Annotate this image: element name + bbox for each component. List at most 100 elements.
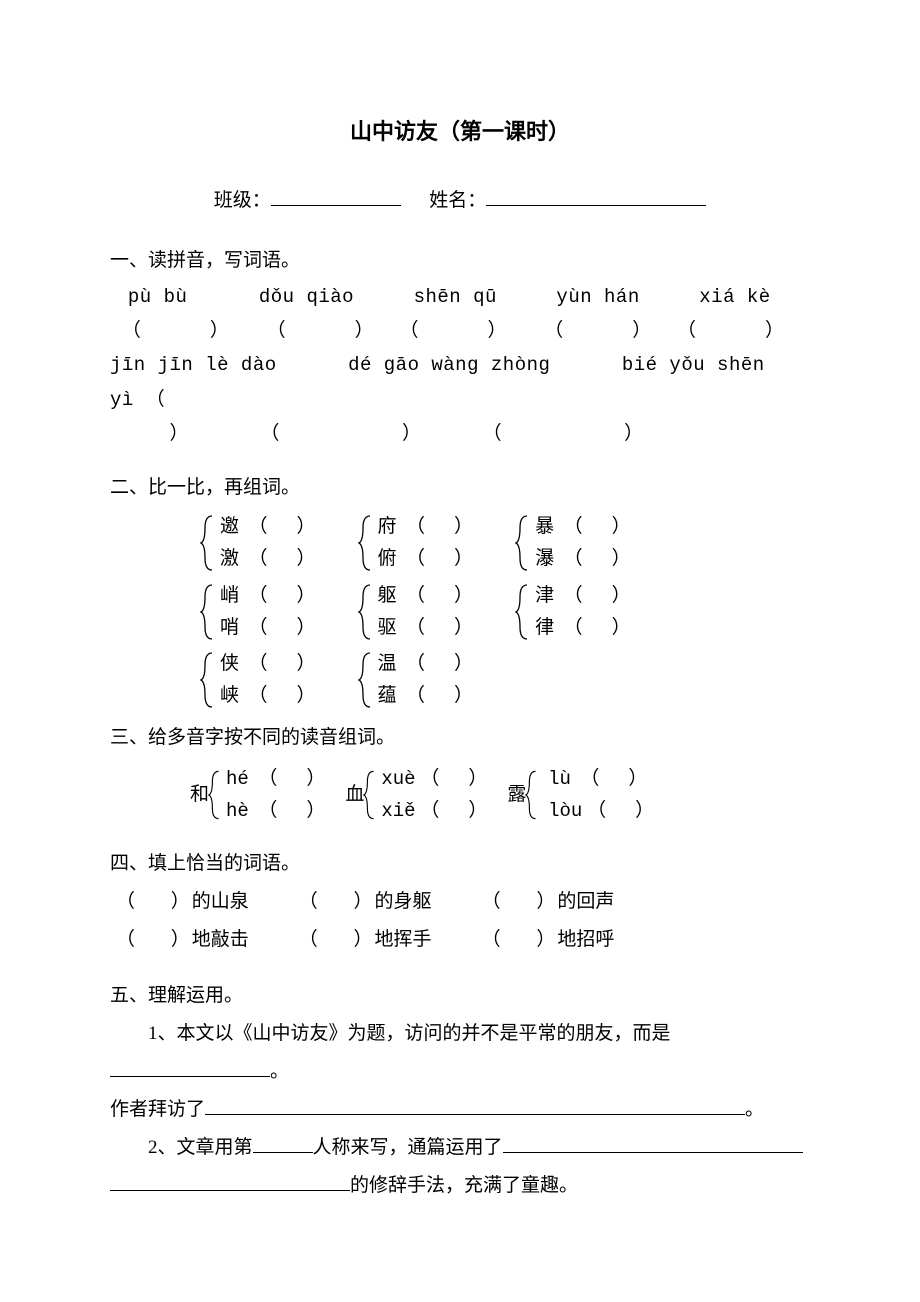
write-blank[interactable]: （ ） xyxy=(406,653,475,674)
section-3-heading: 三、给多音字按不同的读音组词。 xyxy=(110,719,810,757)
answer-blank[interactable] xyxy=(503,1130,803,1154)
period: 。 xyxy=(745,1099,764,1120)
polyphone-group: 和 hé （ ） hè （ ） xyxy=(190,763,327,828)
char: 侠 xyxy=(220,653,239,674)
reading: xuè xyxy=(381,768,415,790)
write-blank[interactable]: （ ） xyxy=(406,516,475,537)
worksheet-page: 山中访友（第一课时） 班级： 姓名： 一、读拼音，写词语。 pù bù dǒu … xyxy=(0,0,920,1265)
char: 蕴 xyxy=(378,685,397,706)
fill-row: （ ）的山泉 （ ）的身躯 （ ）的回声 xyxy=(116,883,810,921)
word-pair-group: 暴 （ ） 瀑 （ ） xyxy=(515,511,633,576)
student-info-line: 班级： 姓名： xyxy=(110,182,810,220)
write-blank[interactable]: （ ） xyxy=(258,768,327,789)
write-blank[interactable]: （ ） xyxy=(544,320,653,342)
brace-icon xyxy=(515,583,531,641)
answer-blank[interactable] xyxy=(110,1168,350,1192)
write-blank[interactable]: （ ） xyxy=(406,617,475,638)
write-blank[interactable]: （ ） xyxy=(406,548,475,569)
word-pair-row: 侠 （ ） 峡 （ ） 温 （ ） 蕴 （ ） xyxy=(200,648,810,713)
section-5: 五、理解运用。 1、本文以《山中访友》为题，访问的并不是平常的朋友，而是。 作者… xyxy=(110,977,810,1205)
write-blank[interactable]: （ ） xyxy=(483,423,646,445)
phrase: 地招呼 xyxy=(557,929,614,950)
brace-icon xyxy=(200,514,216,572)
answer-blank[interactable] xyxy=(205,1092,745,1116)
char: 府 xyxy=(378,516,397,537)
write-blank[interactable]: （ ） xyxy=(580,768,649,789)
char: 哨 xyxy=(220,617,239,638)
pinyin: dǒu qiào xyxy=(259,286,354,308)
pinyin-row-1: pù bù dǒu qiào shēn qū yùn hán xiá kè xyxy=(116,280,810,314)
answer-blank[interactable] xyxy=(253,1130,313,1154)
word-pair-row: 峭 （ ） 哨 （ ） 躯 （ ） 驱 （ ） 津 （ ） 律 （ ） xyxy=(200,580,810,645)
class-blank[interactable] xyxy=(271,182,401,206)
write-blank[interactable]: （ ） xyxy=(482,891,558,912)
write-blank[interactable]: （ ） xyxy=(258,800,327,821)
write-blank[interactable]: （ ） xyxy=(406,585,475,606)
char: 露 xyxy=(507,776,526,814)
reading: lù xyxy=(548,768,571,790)
answer-row-2: ） （ ） （ ） xyxy=(110,417,810,451)
char: 律 xyxy=(535,617,554,638)
write-blank[interactable]: （ ） xyxy=(482,929,558,950)
word-pair-group: 峭 （ ） 哨 （ ） xyxy=(200,580,318,645)
write-blank[interactable]: （ ） xyxy=(564,516,633,537)
brace-icon xyxy=(525,766,539,824)
pinyin: dé gāo wàng zhòng xyxy=(348,354,550,376)
brace-icon xyxy=(358,514,374,572)
reading: xiě xyxy=(381,800,415,822)
write-blank[interactable]: （ ） xyxy=(249,617,318,638)
name-label: 姓名： xyxy=(429,190,486,211)
section-3: 三、给多音字按不同的读音组词。 和 hé （ ） hè （ ） 血 xuè （ … xyxy=(110,719,810,828)
write-blank[interactable]: （ ） xyxy=(587,800,656,821)
write-blank[interactable]: （ ） xyxy=(677,320,786,342)
section-4: 四、填上恰当的词语。 （ ）的山泉 （ ）的身躯 （ ）的回声 （ ）地敲击 （… xyxy=(110,845,810,959)
phrase: 地敲击 xyxy=(192,929,249,950)
char: 峭 xyxy=(220,585,239,606)
write-blank[interactable]: （ ） xyxy=(116,891,192,912)
write-blank[interactable]: （ ） xyxy=(299,929,375,950)
write-blank[interactable]: （ ） xyxy=(249,653,318,674)
write-blank[interactable]: （ ） xyxy=(420,800,489,821)
write-blank[interactable]: （ ） xyxy=(116,929,192,950)
brace-icon xyxy=(363,766,377,824)
write-blank[interactable]: （ ） xyxy=(249,585,318,606)
write-blank[interactable]: （ ） xyxy=(260,423,423,445)
char: 和 xyxy=(190,776,209,814)
name-blank[interactable] xyxy=(486,182,706,206)
char: 津 xyxy=(535,585,554,606)
write-blank[interactable]: （ ） xyxy=(564,617,633,638)
char: 瀑 xyxy=(535,548,554,569)
char: 俯 xyxy=(378,548,397,569)
word-pair-group: 侠 （ ） 峡 （ ） xyxy=(200,648,318,713)
word-pair-group: 邀 （ ） 激 （ ） xyxy=(200,511,318,576)
brace-icon xyxy=(358,651,374,709)
write-blank[interactable]: （ ） xyxy=(299,891,375,912)
write-blank[interactable]: （ ） xyxy=(122,320,231,342)
write-blank[interactable]: （ ） xyxy=(267,320,376,342)
phrase: 的山泉 xyxy=(192,891,249,912)
write-blank[interactable]: （ ） xyxy=(399,320,508,342)
question-1: 1、本文以《山中访友》为题，访问的并不是平常的朋友，而是。 xyxy=(110,1015,810,1091)
write-blank[interactable]: （ ） xyxy=(564,585,633,606)
char: 温 xyxy=(378,653,397,674)
write-blank[interactable]: （ ） xyxy=(249,516,318,537)
write-blank[interactable]: （ ） xyxy=(564,548,633,569)
brace-icon xyxy=(200,651,216,709)
write-blank[interactable]: （ ） xyxy=(249,685,318,706)
char: 躯 xyxy=(378,585,397,606)
brace-icon xyxy=(358,583,374,641)
section-5-heading: 五、理解运用。 xyxy=(110,977,810,1015)
class-label: 班级： xyxy=(214,190,271,211)
pinyin: yùn hán xyxy=(556,286,639,308)
brace-icon xyxy=(200,583,216,641)
write-blank[interactable]: （ ） xyxy=(249,548,318,569)
write-blank[interactable]: （ ） xyxy=(406,685,475,706)
fill-row: （ ）地敲击 （ ）地挥手 （ ）地招呼 xyxy=(116,921,810,959)
write-blank[interactable]: （ ） xyxy=(420,768,489,789)
pinyin: pù bù xyxy=(128,286,188,308)
answer-blank[interactable] xyxy=(110,1054,270,1078)
pinyin: jīn jīn lè dào xyxy=(110,354,277,376)
pinyin: shēn qū xyxy=(414,286,497,308)
section-2: 二、比一比，再组词。 邀 （ ） 激 （ ） 府 （ ） 俯 （ ） xyxy=(110,469,810,713)
polyphone-row: 和 hé （ ） hè （ ） 血 xuè （ ） xiě （ ） 露 xyxy=(190,763,810,828)
